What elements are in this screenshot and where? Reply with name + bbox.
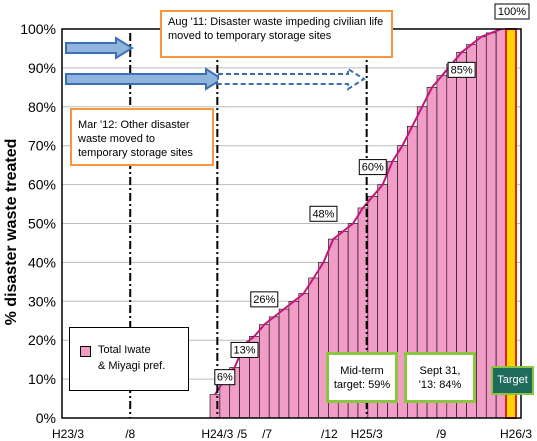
mar-12-line-3: temporary storage sites [78,147,193,159]
x-tick-label: /7 [262,427,272,441]
data-bar [278,308,290,419]
y-tick-label: 10% [28,371,56,387]
mar-12-line-2: waste moved to [78,133,156,145]
y-tick-label: 20% [28,332,56,348]
timeline-arrow [65,67,224,91]
data-label: 6% [217,372,233,384]
data-label-box [214,369,236,386]
legend-swatch [80,346,91,357]
data-bar [259,324,270,419]
timeline-arrows [65,36,366,91]
data-label-box [250,291,279,308]
data-label: 60% [362,162,384,174]
sept-13-line-2: '13: 84% [418,379,462,391]
y-tick-label: 60% [28,177,56,193]
target-label-box: Target [491,366,534,395]
legend: Total Iwate & Miyagi pref. [69,327,189,391]
aug-11-annotation: Aug '11: Disaster waste impeding civilia… [160,10,393,58]
x-tick-label: H23/3 [52,427,84,441]
x-tick-label: /5 [237,427,247,441]
data-bar [298,293,309,419]
y-tick-label: 30% [28,293,56,309]
timeline-arrow [65,36,134,60]
data-label-box [309,205,338,222]
data-label: 13% [234,344,256,356]
legend-line-2: & Miyagi pref. [98,360,166,372]
legend-text: Total Iwate & Miyagi pref. [98,342,165,374]
y-tick-label: 90% [28,60,56,76]
aug-11-text: Aug '11: Disaster waste impeding civilia… [168,16,384,42]
data-label: 85% [451,64,473,76]
y-tick-label: 70% [28,138,56,154]
y-tick-label: 80% [28,99,56,115]
sept-13-box: Sept 31, '13: 84% [404,352,476,403]
data-bar [209,394,221,419]
data-bar [268,316,280,419]
data-label-box [358,159,387,176]
x-tick-label: /9 [436,427,446,441]
y-tick-label: 50% [28,216,56,232]
sept-13-line-1: Sept 31, [419,365,461,377]
x-tick-label: H26/3 [500,427,532,441]
x-tick-label: /12 [321,427,338,441]
x-tick-label: /8 [125,427,135,441]
data-label: 48% [312,208,334,220]
data-bar [308,277,319,419]
data-label-box [494,3,530,20]
data-bar [485,32,497,419]
timeline-arrow [217,67,366,91]
x-tick-label: H24/3 [201,427,233,441]
y-tick-label: 40% [28,254,56,270]
mid-term-line-1: Mid-term [340,365,384,377]
mid-term-target-box: Mid-term target: 59% [326,352,398,403]
mid-term-line-2: target: 59% [333,379,391,391]
mar-12-line-1: Mar '12: Other disaster [78,119,190,131]
data-bar [476,36,487,419]
y-axis-label: % disaster waste treated [3,139,20,326]
data-bar [495,28,507,419]
data-label: 26% [253,294,275,306]
target-label: Target [497,374,528,386]
data-bar [288,300,300,419]
data-label-box [447,61,476,78]
target-bar [505,28,517,419]
y-tick-label: 100% [20,21,56,37]
legend-line-1: Total Iwate [98,344,151,356]
mar-12-annotation: Mar '12: Other disaster waste moved to t… [70,108,214,166]
y-tick-label: 0% [36,410,56,426]
data-label: 100% [498,6,526,18]
x-tick-label: H25/3 [351,427,383,441]
data-label-box [230,341,259,358]
